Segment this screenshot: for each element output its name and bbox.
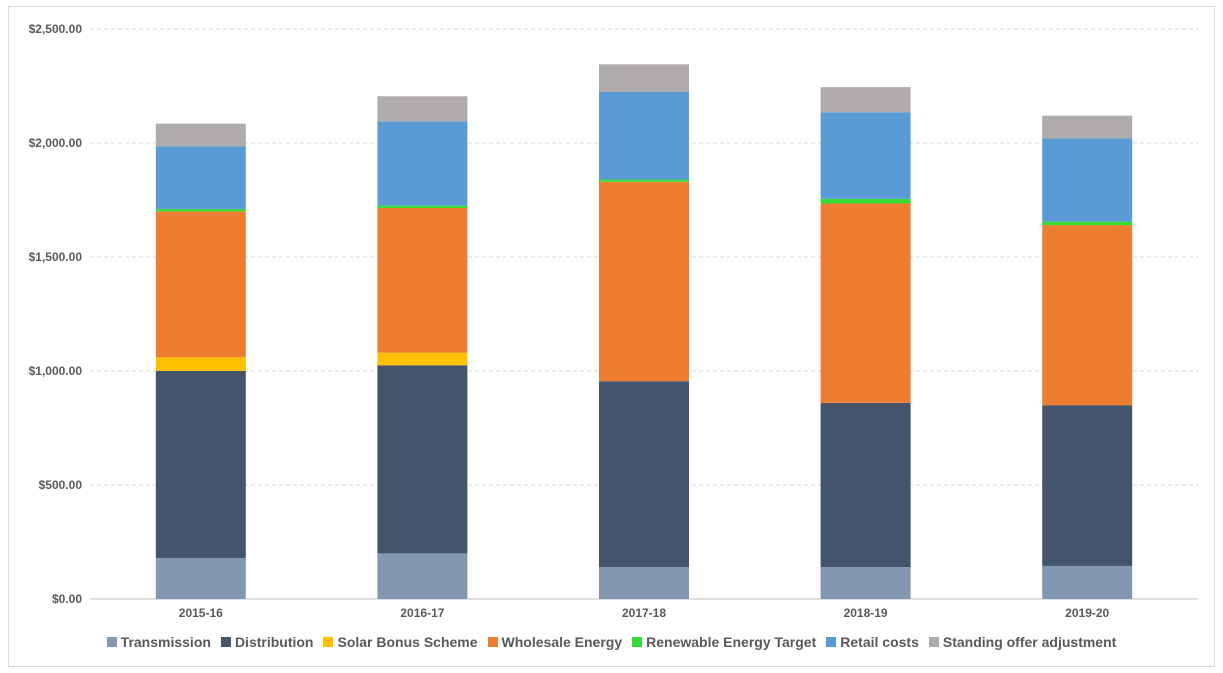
bar-segment-renewable-energy-target	[377, 205, 468, 208]
legend-swatch	[928, 637, 939, 647]
legend-label: Distribution	[234, 634, 314, 650]
bar-segment-transmission	[599, 567, 689, 599]
legend-swatch	[487, 637, 498, 647]
y-tick-label: $0.00	[52, 592, 82, 606]
legend-item: Solar Bonus Scheme	[323, 634, 478, 650]
legend-item: Retail costs	[826, 634, 919, 650]
y-tick-label: $1,500.00	[29, 250, 83, 264]
bar-segment-renewable-energy-target	[820, 198, 911, 204]
legend-swatch	[632, 637, 643, 647]
bar-segment-transmission	[155, 557, 246, 599]
legend-swatch	[106, 637, 117, 647]
bar-segment-solar-bonus-scheme	[377, 352, 468, 366]
legend-swatch	[220, 637, 231, 647]
bar-segment-renewable-energy-target	[155, 209, 246, 212]
y-tick-label: $1,000.00	[29, 364, 83, 378]
bar-segment-retail-costs	[820, 112, 911, 199]
x-axis: 2015-16 2016-17 2017-18 2018-19 2019-20	[179, 606, 1110, 620]
legend-item: Distribution	[220, 634, 314, 650]
legend-label: Solar Bonus Scheme	[337, 634, 478, 650]
legend-item: Renewable Energy Target	[632, 634, 816, 650]
legend-label: Transmission	[120, 634, 211, 650]
bar-segment-distribution	[1042, 405, 1133, 566]
bar-segment-standing-offer-adjustment	[820, 87, 911, 113]
bar-segment-retail-costs	[1042, 138, 1133, 222]
bar-segment-wholesale-energy	[820, 203, 911, 403]
stacked-bar-chart: $0.00 $500.00 $1,000.00 $1,500.00 $2,000.00 $…	[29, 22, 1198, 620]
x-tick-label: 2016-17	[400, 606, 444, 620]
y-tick-label: $500.00	[39, 478, 83, 492]
bar-segment-transmission	[1042, 565, 1133, 599]
bar-segment-wholesale-energy	[599, 181, 689, 382]
bars	[155, 64, 1133, 599]
bar-segment-distribution	[820, 402, 911, 568]
legend-label: Retail costs	[840, 634, 919, 650]
legend-label: Wholesale Energy	[501, 634, 623, 650]
x-tick-label: 2019-20	[1065, 606, 1109, 620]
legend-item: Standing offer adjustment	[928, 634, 1117, 650]
bar-segment-standing-offer-adjustment	[155, 123, 246, 147]
bar-segment-distribution	[377, 365, 468, 554]
legend-swatch	[826, 637, 837, 647]
bar-segment-wholesale-energy	[1042, 225, 1133, 406]
legend: Transmission Distribution Solar Bonus Sche…	[0, 630, 1223, 654]
y-axis: $0.00 $500.00 $1,000.00 $1,500.00 $2,000.00 $…	[29, 22, 83, 606]
bar-segment-retail-costs	[599, 91, 689, 180]
bar-segment-renewable-energy-target	[599, 179, 689, 182]
bar-segment-distribution	[155, 371, 246, 558]
bar-segment-retail-costs	[155, 146, 246, 210]
x-tick-label: 2015-16	[179, 606, 223, 620]
bar-segment-transmission	[820, 567, 911, 599]
legend-item: Transmission	[106, 634, 211, 650]
y-tick-label: $2,000.00	[29, 136, 83, 150]
legend-item: Wholesale Energy	[487, 634, 623, 650]
x-tick-label: 2017-18	[622, 606, 666, 620]
bar-segment-wholesale-energy	[377, 207, 468, 353]
bar-segment-standing-offer-adjustment	[599, 64, 689, 92]
legend-label: Standing offer adjustment	[942, 634, 1117, 650]
bar-segment-wholesale-energy	[155, 211, 246, 358]
y-tick-label: $2,500.00	[29, 22, 83, 36]
bar-segment-retail-costs	[377, 121, 468, 206]
bar-segment-distribution	[599, 381, 689, 568]
legend-swatch	[323, 637, 334, 647]
bar-segment-standing-offer-adjustment	[1042, 115, 1133, 139]
bar-segment-renewable-energy-target	[1042, 221, 1133, 226]
bar-segment-solar-bonus-scheme	[155, 357, 246, 371]
legend-label: Renewable Energy Target	[646, 634, 817, 650]
x-tick-label: 2018-19	[844, 606, 888, 620]
bar-segment-transmission	[377, 553, 468, 599]
bar-segment-standing-offer-adjustment	[377, 96, 468, 122]
